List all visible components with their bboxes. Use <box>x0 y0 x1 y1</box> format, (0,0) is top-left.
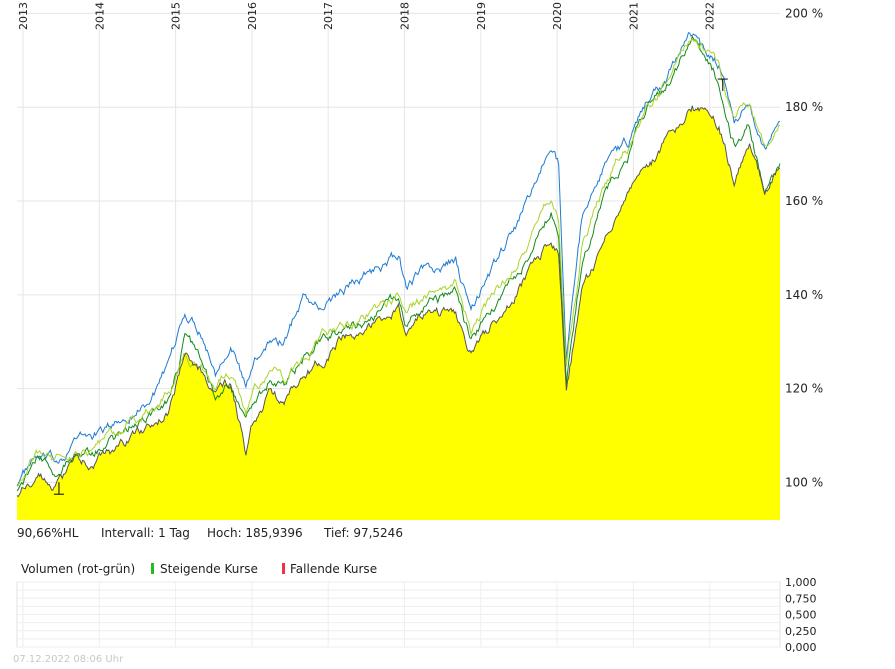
interval-label: Intervall: 1 Tag <box>101 526 190 540</box>
legend-up-swatch <box>151 563 154 574</box>
price-area <box>17 105 780 521</box>
series-line <box>16 32 781 487</box>
series-area <box>17 105 780 521</box>
x-tick-label: 2015 <box>170 2 183 30</box>
volume-grid <box>16 581 781 648</box>
volume-tick-label: 0,250 <box>785 625 817 638</box>
legend-up-label: Steigende Kurse <box>160 562 258 576</box>
x-tick-label: 2013 <box>17 2 30 30</box>
low-label: Tief: 97,5246 <box>323 526 403 540</box>
legend-down-swatch <box>282 563 285 574</box>
y-tick-label: 100 % <box>785 475 823 489</box>
y-tick-label: 140 % <box>785 288 823 302</box>
timestamp: 07.12.2022 08:06 Uhr <box>13 654 124 665</box>
x-tick-label: 2020 <box>551 2 564 30</box>
volume-tick-label: 0,750 <box>785 592 817 605</box>
x-tick-label: 2019 <box>475 2 488 30</box>
x-tick-label: 2018 <box>399 2 412 30</box>
legend-down-label: Fallende Kurse <box>290 562 377 576</box>
x-axis-ticks: 2013 2014 2015 2016 2017 2018 2019 2020 2021 2022 <box>17 2 717 30</box>
series-line <box>16 38 781 487</box>
y-tick-label: 200 % <box>785 6 823 20</box>
x-tick-label: 2022 <box>704 2 717 30</box>
y-tick-label: 120 % <box>785 382 823 396</box>
volume-title: Volumen (rot-grün) <box>21 562 135 576</box>
x-tick-label: 2021 <box>627 2 640 30</box>
x-tick-label: 2014 <box>93 2 106 30</box>
extreme-markers <box>53 78 728 495</box>
series-line <box>16 105 781 498</box>
y-axis-ticks: 200 % 180 % 160 % 140 % 120 % 100 % <box>785 6 823 489</box>
volume-y-ticks: 1,000 0,750 0,500 0,250 0,000 <box>785 576 817 654</box>
high-label: Hoch: 185,9396 <box>207 526 303 540</box>
x-tick-label: 2017 <box>322 2 335 30</box>
volume-tick-label: 0,000 <box>785 641 817 654</box>
x-tick-label: 2016 <box>246 2 259 30</box>
series-lines <box>16 32 781 498</box>
volume-tick-label: 1,000 <box>785 576 817 589</box>
y-tick-label: 180 % <box>785 100 823 114</box>
volume-tick-label: 0,500 <box>785 609 817 622</box>
y-tick-label: 160 % <box>785 194 823 208</box>
perf-label: 90,66%HL <box>17 526 79 540</box>
